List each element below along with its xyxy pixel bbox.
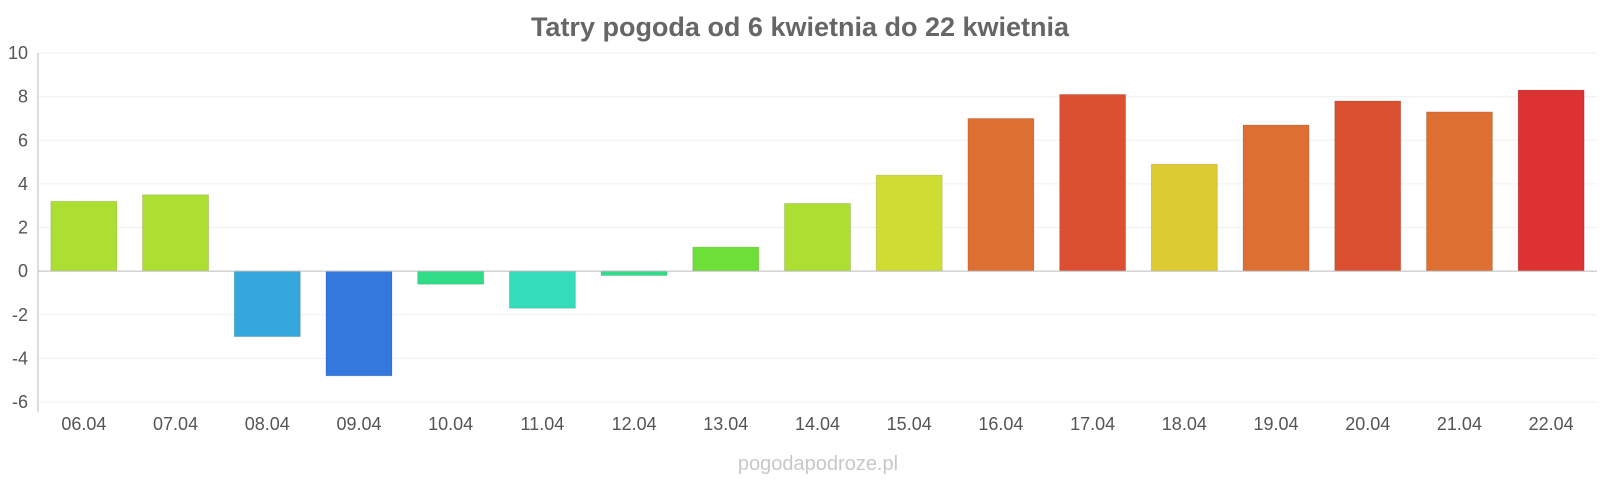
x-tick-label: 07.04: [153, 414, 198, 434]
bar-19.04: [1242, 124, 1310, 272]
x-tick-label: 12.04: [612, 414, 657, 434]
bar-07.04: [142, 194, 210, 272]
bar-13.04: [692, 246, 760, 272]
bars: [50, 89, 1585, 377]
bar-22.04: [1517, 89, 1585, 272]
x-tick-label: 13.04: [703, 414, 748, 434]
bar-08.04: [233, 270, 301, 338]
bar-11.04: [508, 270, 576, 309]
x-axis-ticks: 06.04 07.04 08.04 09.04 10.04 11.04 12.04 13.04…: [61, 414, 1573, 434]
y-tick-label: 2: [18, 218, 28, 238]
bar-15.04: [875, 174, 943, 272]
y-tick-label: 8: [18, 87, 28, 107]
x-tick-label: 09.04: [336, 414, 381, 434]
bar-21.04: [1425, 111, 1493, 272]
bar-12.04: [600, 270, 668, 276]
y-tick-label: -4: [12, 348, 28, 368]
bar-16.04: [967, 117, 1035, 272]
x-tick-label: 16.04: [978, 414, 1023, 434]
x-tick-label: 21.04: [1437, 414, 1482, 434]
watermark-text: pogodapodroze.pl: [738, 453, 898, 475]
chart-title: Tatry pogoda od 6 kwietnia do 22 kwietni…: [531, 12, 1070, 42]
x-tick-label: 11.04: [521, 414, 565, 434]
y-tick-label: 6: [18, 130, 28, 150]
x-tick-label: 20.04: [1345, 414, 1390, 434]
x-tick-label: 19.04: [1254, 414, 1299, 434]
y-axis-ticks: 10 8 6 4 2 0 -2 -4 -6: [8, 43, 28, 412]
x-tick-label: 22.04: [1529, 414, 1574, 434]
bar-20.04: [1334, 100, 1402, 272]
y-tick-label: -6: [12, 392, 28, 412]
x-tick-label: 08.04: [245, 414, 290, 434]
bar-10.04: [417, 270, 485, 285]
x-tick-label: 10.04: [428, 414, 473, 434]
bar-17.04: [1059, 93, 1127, 272]
x-tick-label: 06.04: [61, 414, 106, 434]
x-tick-label: 15.04: [887, 414, 932, 434]
bar-09.04: [325, 270, 393, 377]
x-tick-label: 18.04: [1162, 414, 1207, 434]
y-tick-label: 10: [8, 43, 28, 63]
y-tick-label: 0: [18, 261, 28, 281]
y-tick-label: 4: [18, 174, 28, 194]
bar-06.04: [50, 200, 118, 272]
x-tick-label: 17.04: [1070, 414, 1115, 434]
bar-18.04: [1150, 163, 1218, 272]
x-tick-label: 14.04: [795, 414, 840, 434]
y-tick-label: -2: [12, 305, 28, 325]
bar-14.04: [783, 203, 852, 272]
